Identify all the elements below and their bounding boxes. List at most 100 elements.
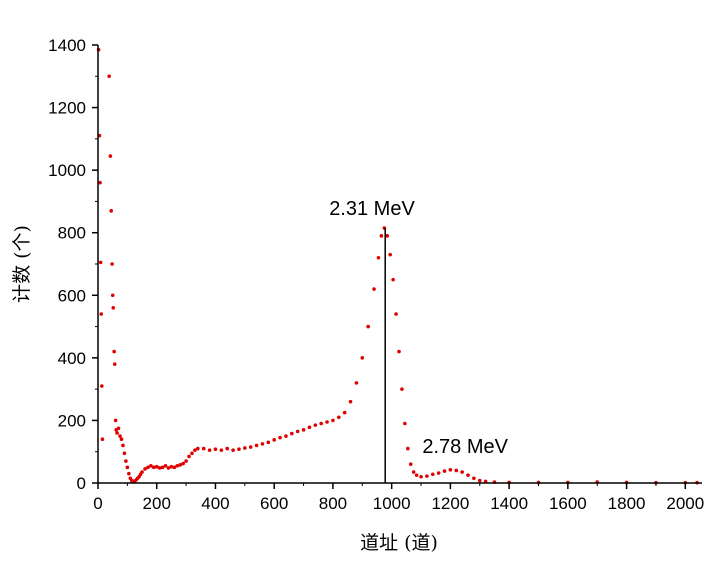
data-point [184,459,188,463]
x-axis-title: 道址 (道) [360,532,438,554]
data-point [98,260,103,265]
x-tick-label: 1600 [549,494,587,513]
y-tick-label: 0 [77,474,86,493]
data-point [109,209,114,213]
x-axis-ticks: 0 200 400 600 800 1000 1200 1400 1600 1800 2000 [93,483,704,513]
data-point [113,418,118,423]
data-point [163,463,168,468]
data-point [116,426,121,431]
data-point [160,465,165,470]
data-point [400,387,404,391]
data-point [121,443,125,448]
data-point [425,474,429,478]
data-point [207,448,212,452]
data-point [254,443,259,448]
data-point [143,467,147,471]
data-point [342,410,347,415]
data-point [472,476,476,481]
data-point [127,471,131,476]
data-point [372,287,376,291]
data-point [466,473,470,477]
data-point [454,468,459,473]
data-point [376,255,381,260]
data-point [360,356,365,360]
data-point [122,451,127,456]
data-point [99,312,104,316]
data-point [140,470,144,474]
x-tick-label: 200 [143,494,171,513]
data-point [108,154,113,158]
data-point [154,464,159,469]
data-point [430,472,435,477]
y-tick-label: 1000 [48,161,86,180]
data-point [403,421,407,426]
data-point [187,454,191,459]
data-point [301,428,306,432]
x-tick-label: 1400 [490,494,528,513]
x-tick-label: 800 [319,494,347,513]
data-point [419,474,423,479]
y-tick-label: 600 [58,286,86,305]
data-point [237,447,241,452]
data-point [406,446,410,451]
y-tick-label: 400 [58,349,86,368]
data-point [348,399,353,404]
y-axis-ticks: 0 200 400 600 800 1000 1200 1400 [48,36,98,493]
data-point [379,234,384,238]
data-point [354,381,359,385]
annotation-second-peak-label: 2.78 MeV [422,436,508,458]
data-point [460,470,464,474]
data-point [385,234,390,238]
data-point [193,448,197,452]
data-point [295,429,300,434]
annotation-peak-label: 2.31 MeV [329,198,415,220]
data-point [337,415,341,420]
data-point [111,306,116,310]
x-tick-label: 1200 [431,494,469,513]
data-point [307,425,312,430]
data-point [272,438,276,442]
data-point [225,446,230,451]
data-point [408,462,413,467]
data-point [414,473,419,477]
data-point [219,448,224,452]
data-point [213,447,218,452]
data-point [448,468,453,472]
data-point [278,435,282,440]
data-point [169,464,174,469]
data-point [107,74,111,79]
data-point [243,446,247,450]
y-axis-title: 计数 (个) [11,225,33,303]
x-tick-label: 1800 [608,494,646,513]
data-point [391,277,395,282]
data-point [411,470,416,474]
data-point [201,446,206,451]
data-point [388,252,392,257]
data-point [319,421,323,426]
data-point [394,312,398,316]
data-point [436,471,441,475]
y-tick-label: 800 [58,224,86,243]
data-point [98,180,102,185]
data-point [151,465,156,470]
data-point [175,463,180,468]
data-point [260,442,265,446]
data-point [112,349,116,354]
data-point [266,440,271,445]
data-point [181,461,185,466]
data-point [100,384,104,388]
data-point [118,434,122,438]
data-point [190,451,194,456]
data-point [366,324,370,329]
data-point [115,431,119,435]
data-point [313,423,318,427]
data-point [477,478,482,483]
x-tick-label: 0 [93,494,102,513]
data-point [442,469,447,473]
data-point [325,420,329,424]
x-tick-label: 600 [260,494,288,513]
data-point [110,293,115,298]
data-point [331,418,335,423]
data-point [149,463,153,468]
